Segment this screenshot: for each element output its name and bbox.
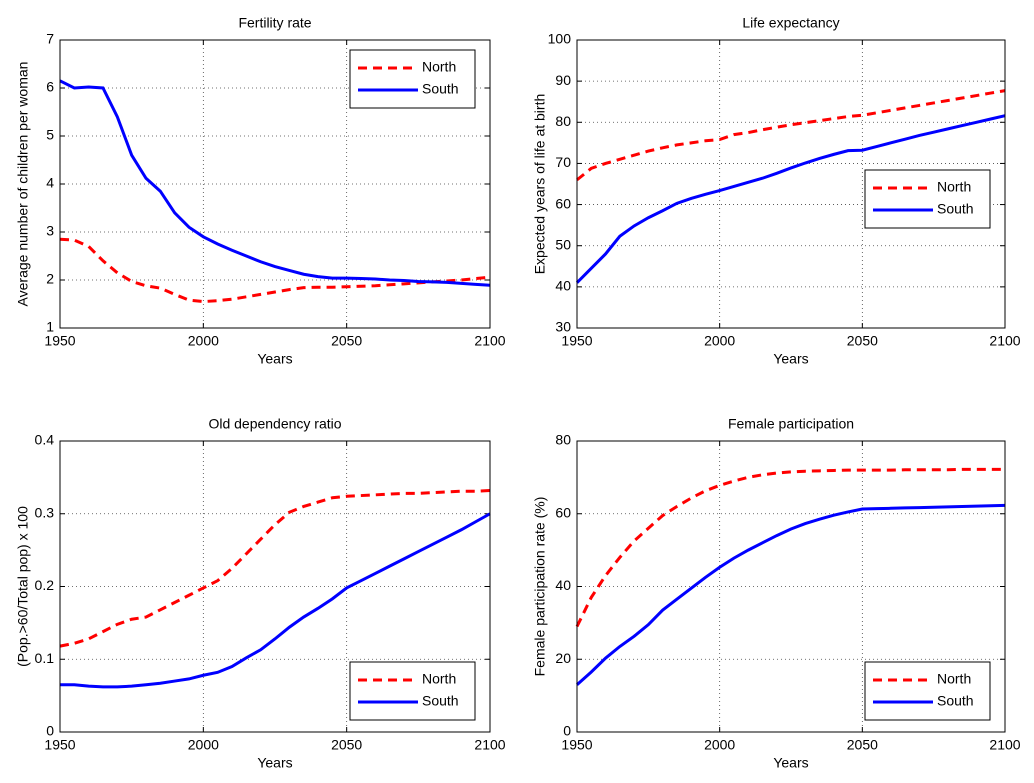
y-tick-label: 80: [555, 113, 571, 129]
plot-frame: [576, 39, 1006, 329]
series-line: [60, 512, 491, 689]
y-tick-label: 60: [555, 195, 571, 211]
x-axis-label: Years: [773, 351, 808, 367]
chart-title: Fertility rate: [238, 15, 311, 31]
y-tick-label: 0: [563, 723, 571, 739]
chart-title: Old dependency ratio: [208, 416, 341, 432]
y-tick-label: 80: [555, 432, 571, 448]
legend-box: [349, 661, 476, 721]
chart-title: Female participation: [728, 416, 854, 432]
series-line: [59, 488, 491, 648]
y-tick-label: 50: [555, 236, 571, 252]
y-tick-label: 5: [46, 127, 54, 143]
x-axis-label: Years: [257, 755, 292, 771]
y-tick-label: 1: [46, 319, 54, 335]
x-tick-label: 2050: [847, 737, 878, 753]
series-line: [59, 79, 491, 287]
subplot: 1950 2000 2050 2100 30 40 50 60 70 80 90 100 Life ex…: [532, 15, 1021, 367]
legend-label: South: [937, 693, 974, 709]
series-line: [575, 114, 1006, 284]
y-tick-label: 4: [46, 175, 54, 191]
legend-box: [864, 661, 991, 721]
legend-label: North: [422, 59, 456, 75]
subplot: 1950 2000 2050 2100 0 0.1 0.2 0.3 0.4 Old depende…: [15, 416, 506, 771]
plot-frame: [59, 440, 491, 733]
y-tick-label: 90: [555, 72, 571, 88]
y-tick-label: 6: [46, 79, 54, 95]
subplot: 1950 2000 2050 2100 1 2 3 4 5 6 7 Fertility rate Yea…: [15, 15, 506, 367]
y-axis-label: Expected years of life at birth: [532, 94, 548, 275]
legend-label: North: [937, 179, 971, 195]
chart-title: Life expectancy: [742, 15, 839, 31]
series-line: [575, 467, 1005, 628]
x-axis-label: Years: [773, 755, 808, 771]
y-tick-label: 0.1: [35, 650, 55, 666]
legend-label: North: [937, 671, 971, 687]
legend: North South: [349, 661, 476, 721]
y-tick-label: 20: [555, 650, 571, 666]
y-tick-label: 60: [555, 504, 571, 520]
y-tick-label: 40: [555, 577, 571, 593]
legend-box: [349, 49, 476, 109]
x-tick-label: 2050: [331, 333, 362, 349]
legend-box: [864, 169, 991, 229]
y-tick-label: 0.2: [35, 577, 55, 593]
x-tick-label: 2100: [989, 333, 1020, 349]
x-tick-label: 1950: [561, 333, 592, 349]
x-axis-label: Years: [257, 351, 292, 367]
y-tick-label: 0.3: [35, 504, 55, 520]
y-axis-label: (Pop.>60/Total pop) x 100: [15, 506, 31, 667]
legend: North South: [864, 169, 991, 229]
x-tick-label: 2050: [331, 737, 362, 753]
y-tick-label: 2: [46, 271, 54, 287]
plot-frame: [59, 39, 491, 329]
subplot: 1950 2000 2050 2100 0 20 40 60 80 Female particip…: [532, 416, 1021, 771]
series-line: [576, 89, 1006, 182]
x-tick-label: 2000: [188, 737, 219, 753]
x-tick-label: 2100: [989, 737, 1020, 753]
legend: North South: [349, 49, 476, 109]
x-tick-label: 2050: [847, 333, 878, 349]
y-tick-label: 3: [46, 223, 54, 239]
x-tick-label: 1950: [561, 737, 592, 753]
legend-label: South: [937, 201, 974, 217]
y-axis-label: Average number of children per woman: [15, 62, 31, 307]
y-tick-label: 0: [46, 723, 54, 739]
legend-label: South: [422, 693, 459, 709]
series-line: [576, 503, 1006, 686]
x-tick-label: 2000: [704, 737, 735, 753]
x-tick-label: 2100: [474, 737, 505, 753]
y-tick-label: 70: [555, 154, 571, 170]
y-tick-label: 100: [548, 31, 572, 47]
y-tick-label: 40: [555, 278, 571, 294]
x-tick-label: 2000: [188, 333, 219, 349]
y-tick-label: 30: [555, 319, 571, 335]
plot-frame: [576, 440, 1006, 733]
y-tick-label: 7: [46, 31, 54, 47]
x-tick-label: 2000: [704, 333, 735, 349]
x-tick-label: 1950: [44, 737, 75, 753]
y-axis-label: Female participation rate (%): [532, 497, 548, 677]
legend-label: South: [422, 81, 459, 97]
y-tick-label: 0.4: [35, 432, 55, 448]
x-tick-label: 1950: [44, 333, 75, 349]
legend: North South: [864, 661, 991, 721]
legend-label: North: [422, 671, 456, 687]
x-tick-label: 2100: [474, 333, 505, 349]
